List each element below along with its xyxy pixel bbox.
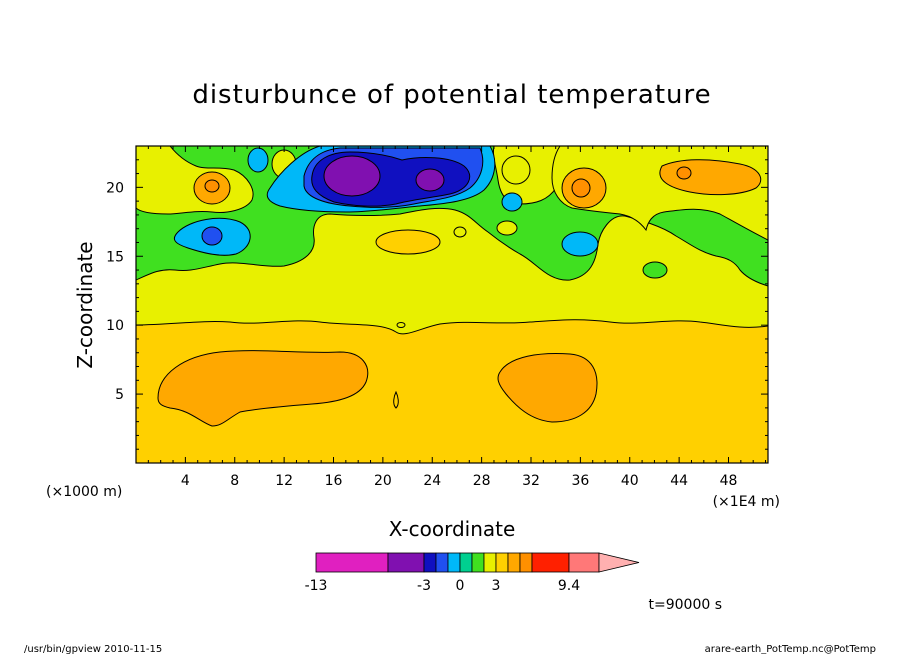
x-tick-label: 12 [275, 473, 293, 489]
patch-cyan-left-core [201, 226, 223, 246]
cell-purple-left [323, 155, 381, 197]
colorbar-swatch [519, 552, 533, 573]
x-unit-left: (×1000 m) [46, 484, 122, 500]
y-tick-label: 10 [106, 318, 124, 334]
plot-frame [135, 145, 769, 464]
x-tick-label: 20 [374, 473, 392, 489]
colorbar-swatch [423, 552, 437, 573]
colorbar-swatch [435, 552, 449, 573]
contour-field [136, 146, 768, 463]
blob-orange-upper-a-core [204, 179, 220, 193]
blob-yellow-small-d [453, 226, 467, 238]
colorbar-label: 9.4 [558, 578, 580, 594]
x-axis: 4 8 12 16 20 24 28 32 36 40 44 48 [147, 146, 767, 489]
colorbar-swatch [459, 552, 473, 573]
colorbar-swatch [387, 552, 425, 573]
colorbar-swatch [495, 552, 509, 573]
footer-left: /usr/bin/gpview 2010-11-15 [24, 644, 162, 654]
blob-orange-upper-d-core [676, 166, 692, 180]
cell-purple-right [415, 168, 445, 192]
x-tick-label: 24 [423, 473, 441, 489]
patch-cyan-small [247, 147, 269, 173]
colorbar-label: -13 [305, 578, 328, 594]
chart-title: disturbunce of potential temperature [192, 80, 711, 110]
colorbar-swatch [315, 552, 389, 573]
colorbar-arrow [598, 552, 640, 573]
x-tick-label: 32 [522, 473, 540, 489]
patch-green-a [642, 261, 668, 279]
x-tick-label: 28 [473, 473, 491, 489]
blob-yellow-small-c [496, 220, 518, 236]
colorbar: -13 -3 0 3 9.4 [305, 552, 640, 594]
colorbar-swatch [507, 552, 521, 573]
contour-small-dot [396, 322, 406, 328]
x-tick-label: 16 [325, 473, 343, 489]
y-tick-label: 20 [106, 180, 124, 196]
time-label: t=90000 s [649, 597, 723, 613]
x-tick-label: 48 [720, 473, 738, 489]
x-axis-label: X-coordinate [389, 517, 516, 541]
x-unit-right: (×1E4 m) [713, 494, 780, 510]
x-tick-label: 44 [670, 473, 688, 489]
y-axis-label: Z-coordinate [73, 241, 97, 368]
blob-yellow-small-b [501, 155, 531, 185]
patch-cyan-right [561, 231, 599, 257]
colorbar-swatch [471, 552, 485, 573]
colorbar-swatch [531, 552, 570, 573]
x-tick-label: 8 [230, 473, 239, 489]
patch-cyan-mid [501, 192, 523, 212]
footer-right: arare-earth_PotTemp.nc@PotTemp [705, 644, 876, 654]
x-tick-label: 36 [571, 473, 589, 489]
colorbar-label: -3 [417, 578, 431, 594]
colorbar-label: 0 [456, 578, 465, 594]
contour-small-drop [393, 390, 399, 409]
colorbar-swatch [483, 552, 497, 573]
y-tick-label: 5 [115, 387, 124, 403]
blob-orange-upper-c-core [571, 178, 591, 198]
y-axis: 5 10 15 20 [106, 159, 768, 450]
colorbar-label: 3 [492, 578, 501, 594]
y-tick-label: 15 [106, 249, 124, 265]
blob-orange-upper-b [375, 229, 441, 255]
blob-left-low [157, 350, 369, 427]
blob-right-low [497, 353, 598, 423]
colorbar-swatch [568, 552, 600, 573]
colorbar-swatch [447, 552, 461, 573]
x-tick-label: 4 [181, 473, 190, 489]
x-tick-label: 40 [621, 473, 639, 489]
